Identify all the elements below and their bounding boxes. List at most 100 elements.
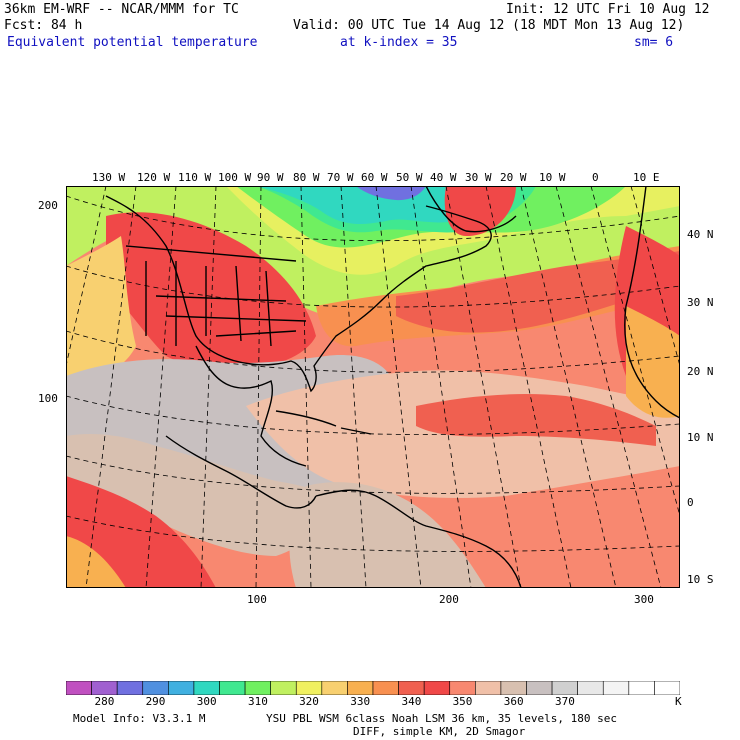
field-atlantic-red	[396, 251, 680, 333]
map-frame	[66, 186, 680, 588]
forecast-hour: Fcst: 84 h	[4, 18, 83, 33]
colorbar-label: 340	[401, 695, 422, 708]
field-north-blue	[356, 186, 426, 201]
grid-x-label: 300	[634, 593, 654, 606]
colorbar-swatch	[526, 681, 553, 695]
longitude-label: 40 W	[430, 171, 457, 184]
colorbar-swatch	[602, 681, 630, 695]
south-america-coast	[315, 489, 522, 588]
greenland	[425, 186, 517, 233]
field-south-america-tan	[289, 482, 486, 588]
colorbar-swatch	[423, 681, 451, 695]
latitude-label: 10 S	[687, 573, 714, 586]
colorbar-label: 280	[94, 695, 115, 708]
graticule-lon-130w	[66, 186, 107, 367]
colorbar-swatch	[551, 681, 578, 695]
field-west-yellow	[66, 236, 136, 396]
us-borders	[125, 245, 307, 347]
diffusion-info: DIFF, simple KM, 2D Smagor	[353, 725, 526, 738]
longitude-label: 0	[592, 171, 599, 184]
equivalent-potential-temperature-map	[66, 186, 680, 588]
colorbar-swatch	[577, 681, 604, 695]
colorbar-swatch	[398, 681, 425, 695]
colorbar-label: 320	[299, 695, 319, 708]
longitude-label: 60 W	[361, 171, 388, 184]
grid-y-label: 100	[38, 392, 58, 405]
grid-x-label: 200	[439, 593, 459, 606]
cuba	[275, 410, 337, 427]
longitude-label: 70 W	[327, 171, 354, 184]
field-north-red-patch	[444, 186, 516, 236]
longitude-label: 10 W	[539, 171, 566, 184]
longitude-label: 80 W	[293, 171, 320, 184]
colorbar-swatch	[91, 681, 118, 695]
colorbar-swatch	[193, 681, 220, 695]
grid-x-label: 100	[247, 593, 267, 606]
level-index: at k-index = 35	[340, 35, 458, 50]
colorbar-label: 310	[247, 695, 268, 708]
graticule-lon-20w	[520, 186, 617, 588]
graticule-lon-30w	[485, 186, 572, 588]
field-name: Equivalent potential temperature	[7, 35, 258, 50]
smoothing: sm= 6	[634, 35, 674, 50]
field-tropics-tan	[66, 434, 336, 556]
graticule-lat-0	[66, 455, 680, 494]
north-america-coast	[105, 195, 492, 393]
longitude-label: 30 W	[465, 171, 492, 184]
latitude-label: 40 N	[687, 228, 714, 241]
model-info: Model Info: V3.3.1 M	[73, 712, 206, 725]
colorbar-swatch	[116, 681, 144, 695]
colorbar-swatch	[654, 681, 680, 695]
central-america	[165, 435, 317, 509]
graticule-lon-70w	[340, 186, 367, 588]
colorbar-swatch	[475, 681, 502, 695]
colorbar-swatch	[219, 681, 246, 695]
longitude-label: 110 W	[178, 171, 212, 184]
field-pacific-orange	[66, 536, 126, 588]
colorbar-swatch	[66, 681, 92, 695]
colorbar-swatch	[168, 681, 195, 695]
longitude-label: 90 W	[257, 171, 284, 184]
field-continental-red	[106, 212, 316, 372]
graticule-lon-120w	[85, 186, 137, 588]
latitude-label: 20 N	[687, 365, 714, 378]
graticule-lon-60w	[375, 186, 422, 588]
colorbar-label: 350	[452, 695, 473, 708]
graticule-lon-10w	[555, 186, 662, 588]
longitude-label: 120 W	[137, 171, 171, 184]
colorbar-swatch	[500, 681, 527, 695]
grid-y-label: 200	[38, 199, 58, 212]
graticule-lon-90w	[255, 186, 262, 588]
colorbar-swatch	[295, 681, 323, 695]
colorbar-swatch	[347, 681, 374, 695]
graticule-lat-10s	[66, 515, 680, 552]
physics-info: YSU PBL WSM 6class Noah LSM 36 km, 35 le…	[266, 712, 617, 725]
graticule-lon-50w	[410, 186, 472, 588]
colorbar-swatch	[628, 681, 655, 695]
colorbar	[66, 681, 680, 695]
graticule-lat-10	[66, 395, 680, 435]
longitude-label: 20 W	[500, 171, 527, 184]
colorbar-label: 330	[350, 695, 371, 708]
colorbar-unit: K	[675, 695, 682, 708]
valid-time: Valid: 00 UTC Tue 14 Aug 12 (18 MDT Mon …	[293, 18, 685, 33]
colorbar-swatch	[142, 681, 169, 695]
colorbar-swatch	[449, 681, 476, 695]
model-title: 36km EM-WRF -- NCAR/MMM for TC	[4, 2, 239, 17]
field-africa-orange	[626, 306, 680, 418]
latitude-label: 10 N	[687, 431, 714, 444]
latitude-label: 30 N	[687, 296, 714, 309]
colorbar-swatch	[372, 681, 399, 695]
colorbar-swatch	[270, 681, 297, 695]
colorbar-swatch	[321, 681, 348, 695]
colorbar-label: 370	[554, 695, 575, 708]
colorbar-label: 290	[145, 695, 166, 708]
longitude-label: 50 W	[396, 171, 423, 184]
gulf-coast	[195, 345, 307, 467]
graticule-lon-10e	[630, 186, 680, 367]
longitude-label: 100 W	[218, 171, 252, 184]
colorbar-swatch	[244, 681, 271, 695]
graticule-lon-110w	[145, 186, 177, 588]
graticule-lon-100w	[200, 186, 217, 588]
longitude-label: 10 E	[633, 171, 660, 184]
